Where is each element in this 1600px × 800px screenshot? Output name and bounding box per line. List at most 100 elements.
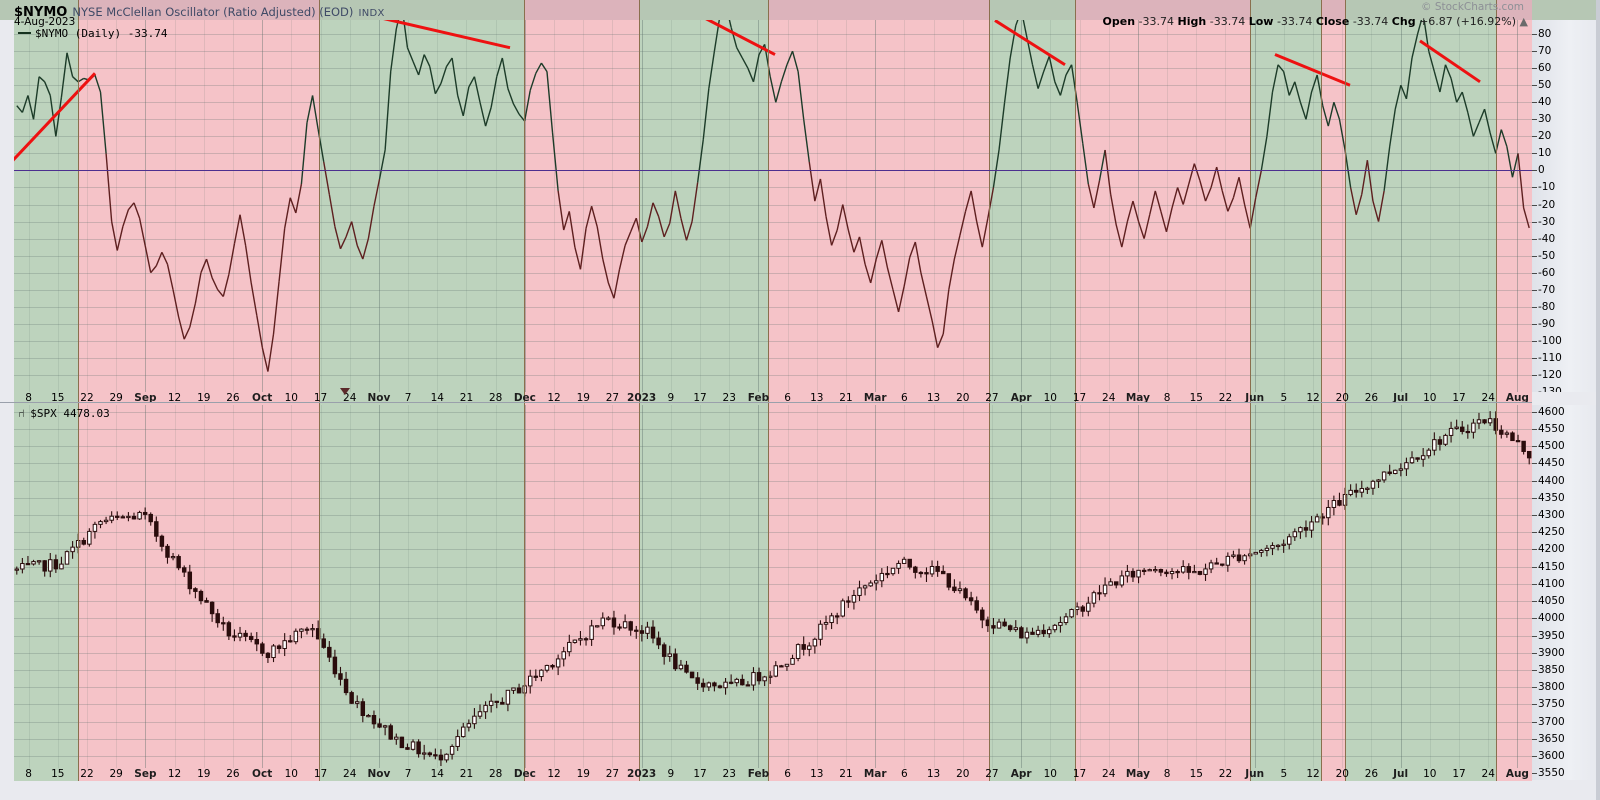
gridline-vertical-minor — [232, 405, 234, 780]
gridline-horizontal — [14, 68, 1532, 70]
y-axis-tickmark — [1532, 323, 1537, 325]
candle-body-down — [740, 678, 745, 686]
x-axis-tick: 27 — [985, 392, 999, 404]
nymo-line-segment — [624, 231, 632, 246]
shaded-band-green — [14, 405, 78, 780]
gridline-vertical-minor — [904, 405, 906, 780]
shaded-band-green — [1249, 405, 1321, 780]
nymo-line-segment — [1048, 56, 1056, 82]
candle-body-down — [991, 625, 996, 629]
x-axis-tick: 20 — [956, 768, 970, 780]
nymo-plot-area[interactable] — [14, 0, 1532, 392]
gridline-vertical-minor — [437, 0, 439, 392]
shaded-band-green — [14, 0, 78, 20]
nymo-line-segment — [1154, 190, 1162, 212]
candle-body-down — [265, 652, 271, 659]
candle-body-up — [410, 741, 416, 750]
nymo-line-segment — [669, 190, 677, 224]
candle-body-down — [321, 638, 326, 648]
gridline-vertical-minor — [408, 0, 410, 392]
x-axis-tick: Jun — [1245, 768, 1265, 780]
nymo-line-segment — [1517, 153, 1525, 209]
gridline-vertical — [262, 405, 264, 780]
gridline-vertical-minor — [349, 0, 351, 392]
nymo-line-segment — [1093, 180, 1101, 209]
gridline-vertical-minor — [1196, 405, 1198, 780]
y-axis-tickmark — [1532, 170, 1537, 172]
candle-body-up — [310, 628, 315, 631]
x-axis-tick: 21 — [839, 392, 853, 404]
gridline-vertical-minor — [641, 0, 643, 392]
x-axis-tick: 12 — [1306, 392, 1320, 404]
y-axis-tick: -60 — [1538, 266, 1556, 279]
nymo-line-segment — [1037, 71, 1045, 89]
nymo-line-segment — [1232, 177, 1240, 198]
candle-body-down — [650, 626, 656, 639]
shaded-band-red — [1495, 0, 1532, 392]
gridline-vertical-minor — [57, 0, 59, 392]
y-axis-tickmark — [1532, 187, 1537, 189]
shaded-band-red — [768, 0, 989, 392]
gridline-vertical-minor — [933, 0, 935, 392]
candle-body-down — [148, 513, 153, 523]
x-axis-tick: 28 — [488, 392, 503, 404]
nymo-line-segment — [1400, 84, 1408, 100]
nymo-line-segment — [881, 240, 889, 268]
nymo-line-segment — [512, 103, 520, 115]
candle-body-up — [555, 658, 561, 668]
gridline-vertical-minor — [1021, 405, 1023, 780]
nymo-line-segment — [1411, 33, 1419, 59]
y-axis-tick: -130 — [1538, 386, 1562, 392]
candle-body-down — [1113, 581, 1119, 586]
band-separator — [1075, 0, 1077, 20]
nymo-line-segment — [434, 83, 442, 95]
y-axis-tickmark — [1532, 480, 1537, 482]
y-axis-tick: 3600 — [1538, 749, 1565, 762]
nymo-line-segment — [976, 221, 983, 248]
y-axis-tick: 3750 — [1538, 698, 1565, 711]
nymo-line-segment — [1522, 207, 1530, 229]
y-axis-tick: -120 — [1538, 368, 1562, 381]
candle-body-up — [237, 632, 243, 638]
nymo-line-segment — [1388, 108, 1396, 147]
y-axis-tickmark — [1532, 515, 1537, 517]
candle-body-down — [1460, 426, 1465, 432]
candle-body-up — [1270, 545, 1275, 549]
x-axis-tick: 13 — [810, 768, 824, 780]
band-separator — [524, 0, 526, 392]
x-axis-tick: Nov — [367, 392, 391, 404]
candle-body-up — [20, 563, 25, 570]
x-axis-lower: 8 15 22 29 Sep 12 19 26 Oct 10 17 24 Nov 7 14 21 28 Dec 12… — [0, 768, 1600, 781]
gridline-vertical-minor — [524, 0, 526, 392]
band-separator — [639, 405, 641, 780]
spx-plot-area[interactable] — [14, 405, 1532, 780]
y-axis-tickmark — [1532, 446, 1537, 448]
shaded-band-red — [1495, 0, 1532, 20]
band-separator — [1495, 392, 1497, 405]
y-axis-tickmark — [1532, 429, 1537, 431]
y-axis-tickmark — [1532, 549, 1537, 551]
gridline-vertical-minor — [1313, 0, 1315, 392]
candle-body-down — [1220, 563, 1225, 566]
gridline-vertical — [262, 0, 264, 392]
gridline-vertical — [1254, 0, 1256, 392]
band-separator — [1320, 0, 1322, 20]
x-axis-tick: 24 — [343, 392, 357, 404]
nymo-line-segment — [496, 57, 503, 77]
gridline-vertical-minor — [28, 0, 30, 392]
candle-body-up — [1091, 592, 1097, 604]
nymo-line-segment — [1121, 221, 1129, 248]
candle-body-down — [209, 601, 215, 615]
nymo-line-segment — [741, 57, 749, 69]
gridline-vertical-minor — [1371, 405, 1373, 780]
y-axis-tickmark — [1532, 136, 1537, 138]
gridline-vertical-minor — [816, 0, 818, 392]
gridline-horizontal — [14, 136, 1532, 138]
x-axis-tick: 19 — [197, 392, 211, 404]
nymo-line-segment — [691, 182, 699, 222]
nymo-line-segment — [1333, 102, 1341, 120]
nymo-line-segment — [1277, 64, 1285, 73]
gridline-vertical-minor — [1050, 405, 1052, 780]
nymo-line-segment — [1171, 187, 1179, 209]
x-axis-tick: 10 — [1423, 768, 1437, 780]
